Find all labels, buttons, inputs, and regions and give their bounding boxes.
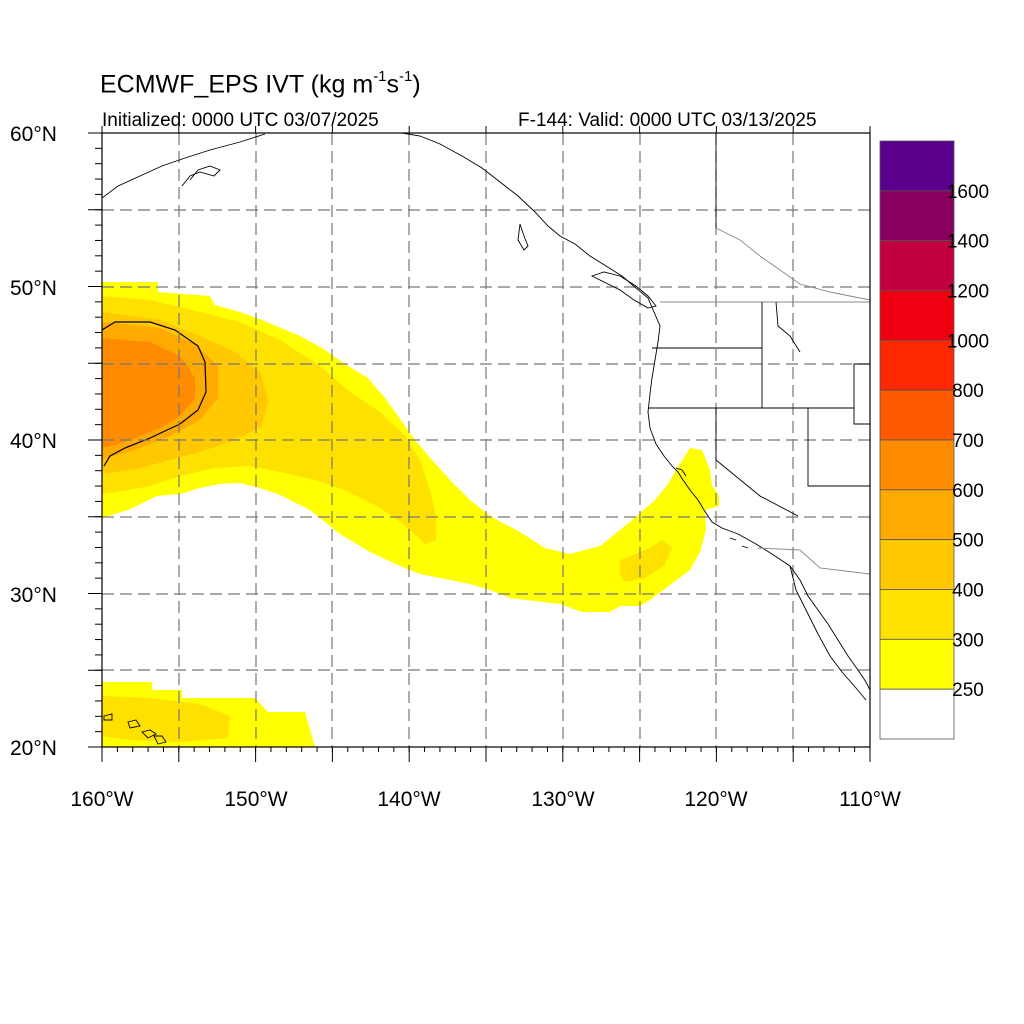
tick-marks [88, 126, 871, 762]
colorbar-label: 500 [952, 531, 984, 552]
colorbar-label: 1000 [947, 331, 989, 352]
initialized-label: Initialized: 0000 UTC 03/07/2025 [102, 110, 379, 131]
colorbar-swatch [879, 589, 955, 640]
ivt-contour [102, 321, 207, 467]
colorbar-swatch [879, 389, 955, 441]
lon-label-150: 150°W [224, 788, 287, 811]
colorbar-label: 800 [952, 381, 984, 402]
lon-label-140: 140°W [377, 788, 440, 811]
colorbar-label: 700 [952, 431, 984, 452]
lat-axis: 60°N 50°N 40°N 30°N 20°N [10, 123, 57, 760]
lon-axis: 160°W 150°W 140°W 130°W 120°W 110°W [70, 788, 901, 811]
lat-label-40: 40°N [10, 430, 57, 453]
colorbar-label: 300 [952, 630, 984, 651]
ivt-band-600 [102, 338, 195, 448]
lon-label-110: 110°W [839, 788, 901, 811]
coastlines [102, 133, 870, 745]
colorbar-label: 1600 [947, 182, 989, 203]
lon-label-160: 160°W [70, 788, 133, 811]
lat-label-50: 50°N [10, 277, 57, 300]
colorbar-label: 1200 [947, 282, 989, 303]
colorbar-swatch [879, 439, 955, 491]
colorbar-swatch [879, 489, 955, 541]
ivt-band-300b [620, 540, 672, 582]
state-borders [648, 133, 870, 575]
colorbar-swatch [879, 240, 955, 291]
colorbar-swatch [879, 688, 955, 740]
lat-label-30: 30°N [10, 584, 57, 607]
lon-label-130: 130°W [531, 788, 594, 811]
valid-time-label: F-144: Valid: 0000 UTC 03/13/2025 [518, 110, 817, 131]
colorbar-label: 400 [952, 581, 984, 602]
graticule [102, 133, 870, 747]
lat-label-60: 60°N [10, 123, 57, 146]
colorbar-swatch [879, 339, 955, 391]
colorbar-label: 600 [952, 481, 984, 502]
chart-title: ECMWF_EPS IVT (kg m-1s-1) [100, 68, 421, 99]
colorbar-swatch [879, 190, 955, 242]
colorbar-swatch [879, 539, 955, 590]
ivt-field [102, 282, 719, 747]
colorbar-swatch [879, 290, 955, 341]
colorbar-label: 250 [952, 680, 984, 701]
colorbar-swatch [879, 140, 955, 192]
lat-label-20: 20°N [10, 737, 57, 760]
colorbar-label: 1400 [947, 232, 989, 253]
lon-label-120: 120°W [684, 788, 747, 811]
colorbar-swatch [879, 638, 955, 690]
colorbar: 1600 1400 1200 1000 800 700 600 500 400 300 250 [879, 140, 989, 740]
ivt-band-south-300 [102, 696, 230, 742]
